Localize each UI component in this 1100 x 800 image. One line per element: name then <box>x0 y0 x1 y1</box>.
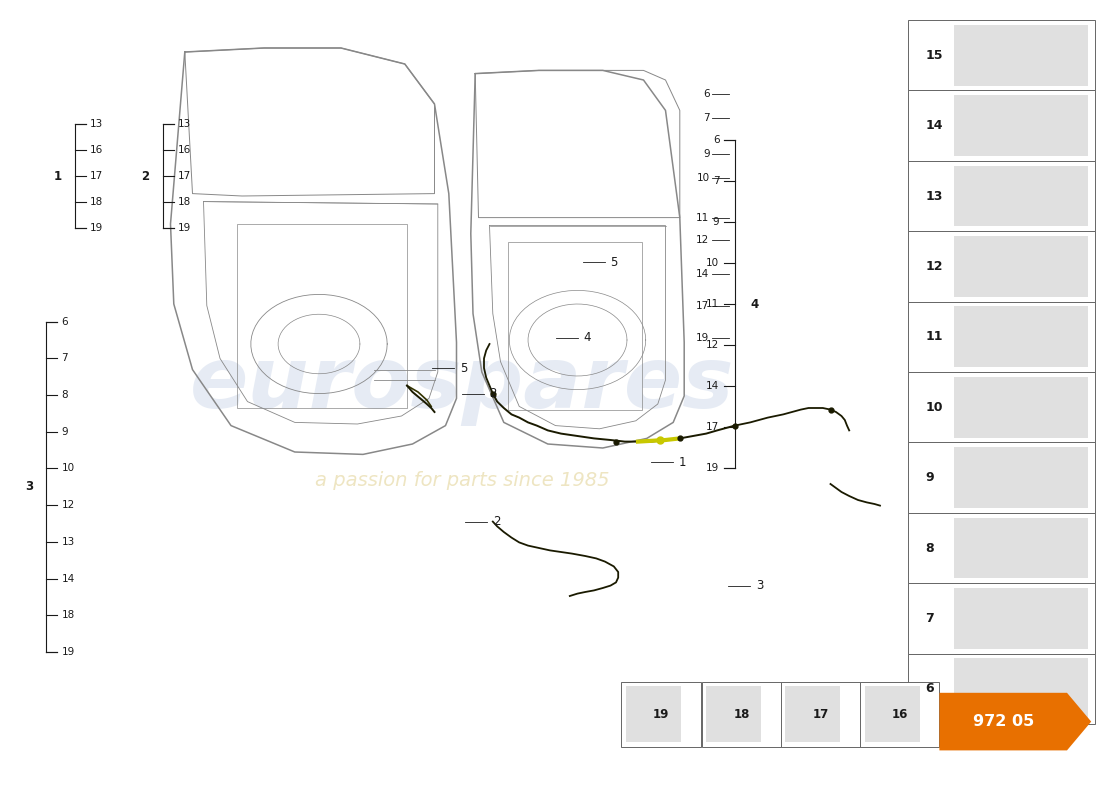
Bar <box>908 90 1094 161</box>
Text: 17: 17 <box>696 301 710 310</box>
Bar <box>706 686 761 742</box>
Text: 16: 16 <box>178 145 191 155</box>
Text: 18: 18 <box>178 197 191 207</box>
Bar <box>954 95 1088 156</box>
Bar <box>954 447 1088 508</box>
Text: eurospares: eurospares <box>189 342 735 426</box>
Text: 12: 12 <box>925 260 943 273</box>
Text: 19: 19 <box>62 647 75 657</box>
Text: 14: 14 <box>62 574 75 583</box>
Text: 6: 6 <box>703 90 710 99</box>
Bar <box>954 588 1088 649</box>
Text: 13: 13 <box>178 119 191 129</box>
Bar <box>954 236 1088 297</box>
Text: 1: 1 <box>54 170 62 182</box>
Bar <box>908 513 1094 583</box>
Text: 19: 19 <box>696 333 710 342</box>
Text: 14: 14 <box>925 119 943 132</box>
Text: 14: 14 <box>696 269 710 278</box>
Text: 18: 18 <box>90 197 103 207</box>
Text: 5: 5 <box>610 256 618 269</box>
Text: 18: 18 <box>734 708 749 721</box>
Text: 10: 10 <box>706 258 719 268</box>
Text: 7: 7 <box>703 114 710 123</box>
Bar <box>954 658 1088 719</box>
Text: 1: 1 <box>679 456 686 469</box>
Bar <box>702 682 781 747</box>
Text: 7: 7 <box>62 354 68 363</box>
Text: 15: 15 <box>925 49 943 62</box>
Text: 17: 17 <box>90 171 103 181</box>
Bar <box>860 682 939 747</box>
Text: 12: 12 <box>696 235 710 245</box>
Text: 8: 8 <box>62 390 68 400</box>
Text: 6: 6 <box>62 317 68 326</box>
Text: 17: 17 <box>706 422 719 432</box>
Bar <box>908 583 1094 654</box>
Bar <box>626 686 681 742</box>
Text: 11: 11 <box>925 330 943 343</box>
Text: 2: 2 <box>493 515 500 528</box>
Text: 12: 12 <box>706 340 719 350</box>
Text: 6: 6 <box>925 682 934 695</box>
Text: 16: 16 <box>892 708 907 721</box>
Bar <box>785 686 840 742</box>
Bar <box>954 25 1088 86</box>
Text: 9: 9 <box>62 426 68 437</box>
Text: 2: 2 <box>142 170 150 182</box>
Text: 5: 5 <box>460 362 467 374</box>
Text: 7: 7 <box>713 176 719 186</box>
Bar <box>908 442 1094 513</box>
Text: 17: 17 <box>813 708 828 721</box>
Bar <box>954 306 1088 367</box>
Text: 11: 11 <box>706 299 719 309</box>
Text: 17: 17 <box>178 171 191 181</box>
Bar <box>908 372 1094 442</box>
Bar <box>236 224 407 408</box>
Text: 7: 7 <box>925 612 934 625</box>
Text: 6: 6 <box>713 135 719 145</box>
Text: 3: 3 <box>756 579 763 592</box>
Text: 12: 12 <box>62 500 75 510</box>
Text: 19: 19 <box>90 223 103 233</box>
Bar <box>908 302 1094 372</box>
Text: 19: 19 <box>653 708 669 721</box>
Bar <box>781 682 860 747</box>
Bar <box>865 686 920 742</box>
Bar <box>508 242 642 410</box>
Text: 10: 10 <box>925 401 943 414</box>
Text: 19: 19 <box>178 223 191 233</box>
Text: 972 05: 972 05 <box>972 714 1034 729</box>
Text: 14: 14 <box>706 381 719 391</box>
Polygon shape <box>939 693 1091 750</box>
Bar <box>954 377 1088 438</box>
Text: 2: 2 <box>490 387 497 400</box>
Text: 9: 9 <box>925 471 934 484</box>
Text: 13: 13 <box>925 190 943 202</box>
Text: a passion for parts since 1985: a passion for parts since 1985 <box>315 470 609 490</box>
Text: 13: 13 <box>90 119 103 129</box>
Bar <box>621 682 701 747</box>
Text: 10: 10 <box>696 173 710 182</box>
Bar <box>908 20 1094 90</box>
Text: 4: 4 <box>750 298 759 310</box>
Bar <box>954 518 1088 578</box>
Text: 13: 13 <box>62 537 75 547</box>
Bar <box>954 166 1088 226</box>
Text: 8: 8 <box>925 542 934 554</box>
Bar <box>908 654 1094 724</box>
Text: 18: 18 <box>62 610 75 620</box>
Text: 3: 3 <box>25 480 33 494</box>
Bar <box>908 161 1094 231</box>
Text: 16: 16 <box>90 145 103 155</box>
Text: 9: 9 <box>703 149 710 158</box>
Text: 10: 10 <box>62 463 75 474</box>
Text: 4: 4 <box>583 331 591 344</box>
Bar <box>908 231 1094 302</box>
Text: 19: 19 <box>706 463 719 473</box>
Text: 9: 9 <box>713 217 719 227</box>
Text: 11: 11 <box>696 213 710 222</box>
